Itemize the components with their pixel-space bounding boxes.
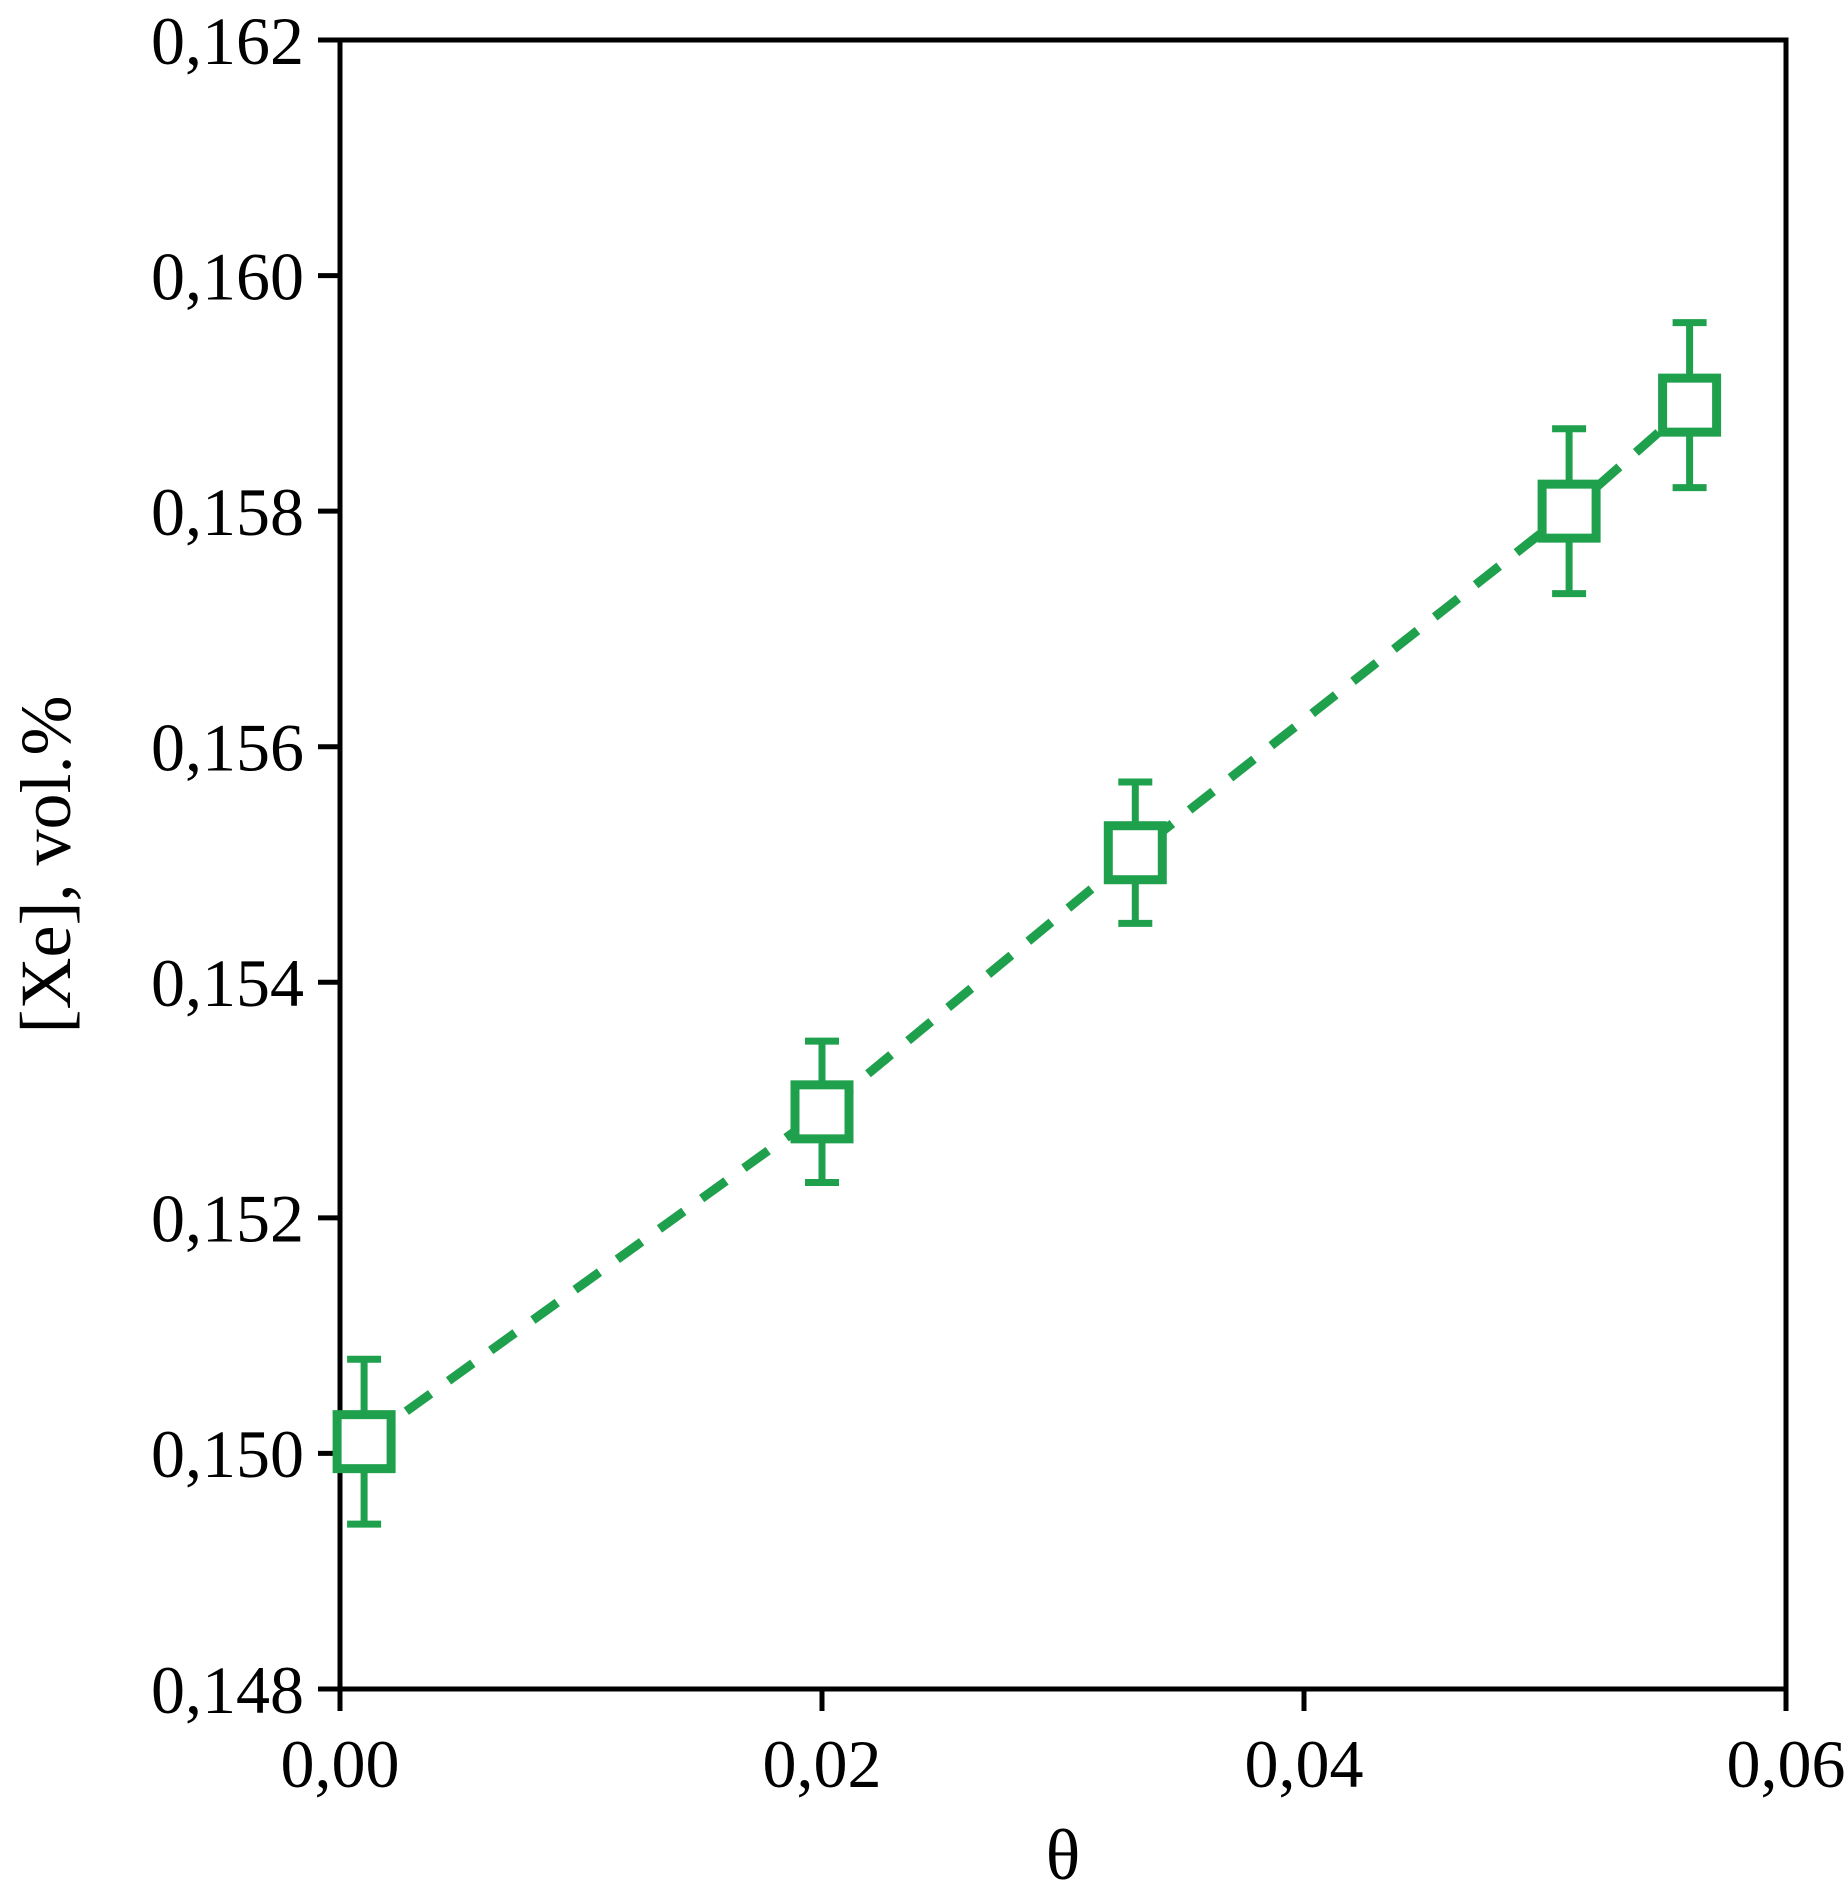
x-tick-label: 0,04: [1245, 1726, 1364, 1802]
y-tick-label: 0,152: [151, 1181, 304, 1257]
y-axis-title: [Xe], vol.%: [6, 696, 86, 1034]
y-tick-label: 0,160: [151, 238, 304, 314]
y-tick-label: 0,148: [151, 1652, 304, 1728]
x-tick-label: 0,02: [763, 1726, 882, 1802]
x-tick-label: 0,00: [281, 1726, 400, 1802]
y-tick-label: 0,154: [151, 945, 304, 1021]
data-point-marker: [1663, 378, 1717, 432]
data-point-marker: [795, 1085, 849, 1139]
y-tick-label: 0,150: [151, 1416, 304, 1492]
data-point-marker: [337, 1415, 391, 1469]
y-tick-label: 0,162: [151, 3, 304, 79]
data-point-marker: [1108, 826, 1162, 880]
y-tick-label: 0,158: [151, 474, 304, 550]
x-axis-title: θ: [1046, 1815, 1081, 1895]
y-tick-label: 0,156: [151, 710, 304, 786]
xe-vs-theta-chart: 0,00 0,02 0,04 0,06 0,148 0,150 0,152 0,154 0,15…: [0, 0, 1846, 1899]
x-tick-label: 0,06: [1727, 1726, 1846, 1802]
data-point-marker: [1542, 484, 1596, 538]
